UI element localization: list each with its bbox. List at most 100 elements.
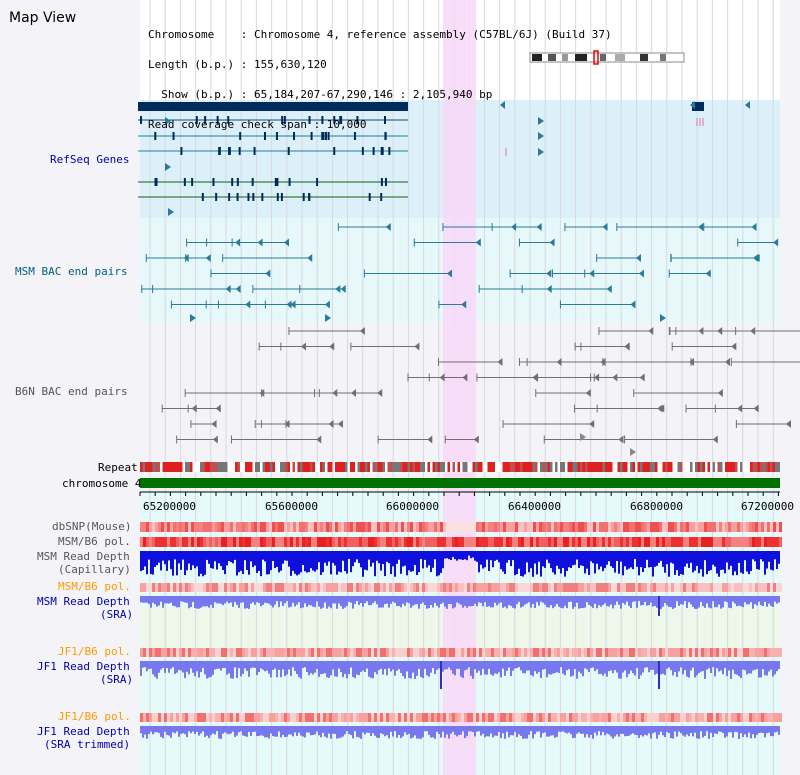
heat-cell: [488, 522, 491, 532]
repeat-segment: [692, 462, 695, 472]
heat-cell: [524, 537, 527, 547]
depth-bar: [174, 596, 176, 607]
heat-cell: [740, 522, 743, 532]
heat-cell: [566, 522, 569, 532]
heat-cell: [467, 648, 470, 657]
depth-bar: [624, 596, 626, 605]
depth-bar: [630, 596, 632, 609]
depth-bar: [300, 661, 302, 679]
heat-cell: [662, 583, 665, 592]
depth-bar: [186, 661, 188, 672]
depth-bar: [210, 551, 212, 569]
depth-bar: [656, 661, 658, 674]
heat-cell: [545, 583, 548, 592]
depth-bar: [370, 596, 372, 606]
heat-cell: [761, 648, 764, 657]
heat-cell: [386, 522, 389, 532]
heat-cell: [293, 648, 296, 657]
exon: [293, 132, 296, 140]
depth-bar: [742, 596, 744, 608]
heat-cell: [257, 522, 260, 532]
heat-cell: [521, 537, 524, 547]
axis-tick-label: 66800000: [630, 500, 683, 513]
depth-bar: [536, 551, 538, 575]
heat-cell: [422, 713, 425, 722]
heat-cell: [413, 713, 416, 722]
depth-bar: [252, 661, 254, 668]
depth-bar: [326, 551, 328, 566]
repeat-segment: [350, 462, 353, 472]
depth-bar: [508, 551, 510, 560]
repeat-segment: [410, 462, 413, 472]
heat-cell: [455, 648, 458, 657]
depth-bar: [182, 726, 184, 734]
bac-end-arrow: [639, 373, 645, 382]
exon: [228, 193, 231, 201]
depth-bar: [376, 726, 378, 738]
depth-bar: [640, 661, 642, 676]
depth-bar: [610, 551, 612, 567]
repeat-segment: [735, 462, 738, 472]
heat-cell: [536, 583, 539, 592]
repeat-segment: [417, 462, 420, 472]
bac-end-arrow: [414, 342, 420, 351]
heat-cell: [602, 583, 605, 592]
heat-cell: [722, 648, 725, 657]
heat-cell: [647, 522, 650, 532]
repeat-segment: [672, 462, 675, 472]
heat-cell: [281, 648, 284, 657]
heat-cell: [677, 648, 680, 657]
depth-bar: [160, 551, 162, 571]
heat-cell: [206, 537, 209, 547]
heat-cell: [719, 583, 722, 592]
heat-cell: [635, 583, 638, 592]
depth-bar: [680, 726, 682, 734]
depth-bar: [162, 661, 164, 668]
depth-bar: [648, 551, 650, 568]
repeat-segment: [647, 462, 650, 472]
ideogram: [529, 52, 685, 63]
heat-cell: [590, 537, 593, 547]
depth-bar: [584, 551, 586, 574]
repeat-segment: [465, 462, 468, 472]
depth-bar: [606, 551, 608, 565]
depth-bar: [160, 596, 162, 602]
depth-bar: [176, 551, 178, 576]
depth-bar: [208, 596, 210, 608]
depth-bar: [658, 551, 660, 563]
heat-cell: [422, 648, 425, 657]
track-label-msm-bac[interactable]: MSM BAC end pairs: [15, 265, 128, 278]
depth-bar: [614, 726, 616, 737]
depth-bar: [716, 726, 718, 735]
bac-end-arrow: [712, 435, 718, 444]
exon: [274, 178, 277, 186]
depth-bar: [406, 596, 408, 603]
heat-cell: [224, 537, 227, 547]
heat-cell: [536, 648, 539, 657]
depth-bar: [194, 551, 196, 569]
depth-bar: [628, 661, 630, 674]
heat-cell: [290, 522, 293, 532]
depth-bar: [410, 726, 412, 739]
track-label-b6n-bac[interactable]: B6N BAC end pairs: [15, 385, 128, 398]
heat-cell: [200, 522, 203, 532]
heat-cell: [257, 713, 260, 722]
depth-bar: [566, 661, 568, 671]
depth-bar: [776, 551, 778, 570]
heat-cell: [341, 522, 344, 532]
bac-end-arrow: [624, 342, 630, 351]
heat-cell: [650, 648, 653, 657]
depth-bar: [168, 661, 170, 673]
repeat-segment: [307, 462, 310, 472]
depth-bar: [766, 551, 768, 569]
depth-bar: [204, 661, 206, 675]
depth-bar: [510, 551, 512, 567]
exon: [368, 193, 371, 201]
repeat-segment: [145, 462, 148, 472]
heat-cell: [716, 648, 719, 657]
repeat-segment: [310, 462, 313, 472]
track-label-refseq[interactable]: RefSeq Genes: [50, 153, 130, 166]
repeat-segment: [497, 462, 500, 472]
heat-cell: [623, 648, 626, 657]
